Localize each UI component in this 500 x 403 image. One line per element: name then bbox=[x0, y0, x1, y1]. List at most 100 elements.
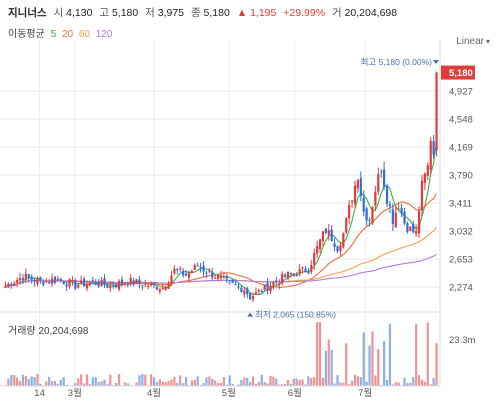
candle-body bbox=[222, 276, 226, 278]
volume-bar bbox=[211, 378, 214, 386]
volume-bar bbox=[281, 384, 284, 386]
volume-bar bbox=[377, 349, 380, 386]
volume-bar bbox=[27, 379, 30, 386]
volume-bar bbox=[432, 378, 435, 386]
volume-bar bbox=[301, 379, 304, 386]
candle-body bbox=[278, 283, 281, 285]
volume-bar bbox=[356, 376, 360, 386]
volume-bar bbox=[246, 377, 249, 386]
volume-bar bbox=[164, 381, 167, 386]
volume-bar bbox=[403, 377, 406, 386]
candle-body bbox=[356, 180, 360, 189]
volume-bar bbox=[243, 377, 246, 386]
volume-bar bbox=[202, 383, 205, 386]
volume-bar bbox=[304, 384, 307, 386]
volume-bar bbox=[423, 381, 426, 386]
candle-body bbox=[158, 289, 161, 292]
y-tick-label: 4,169 bbox=[449, 143, 473, 154]
candle-body bbox=[318, 239, 322, 250]
volume-bar bbox=[103, 379, 106, 386]
candle-body bbox=[228, 280, 231, 282]
volume-bar bbox=[190, 380, 193, 386]
change-percent: +29.99% bbox=[283, 7, 326, 19]
candle-body bbox=[100, 279, 103, 287]
candle-body bbox=[263, 284, 266, 290]
candle-body bbox=[435, 72, 438, 151]
volume-bar bbox=[21, 374, 25, 386]
candle-body bbox=[423, 173, 426, 184]
candle-body bbox=[243, 290, 246, 295]
candle-body bbox=[202, 265, 205, 272]
volume-bar bbox=[205, 377, 208, 386]
volume-bar bbox=[80, 374, 83, 386]
volume-bar bbox=[313, 377, 316, 386]
candle-body bbox=[77, 285, 80, 288]
volume-bar bbox=[339, 382, 342, 386]
volume-bar bbox=[135, 382, 138, 386]
high-label: 고 bbox=[99, 7, 110, 19]
volume-bar bbox=[7, 378, 10, 386]
candle-body bbox=[397, 208, 400, 210]
volume-bar bbox=[182, 383, 185, 386]
volume-bar bbox=[82, 383, 86, 386]
volume-bar bbox=[333, 383, 336, 386]
volume-bar bbox=[100, 381, 103, 386]
candle-body bbox=[283, 274, 287, 277]
volume-bar bbox=[429, 384, 432, 386]
volume-bar bbox=[374, 375, 377, 386]
candle-body bbox=[48, 282, 51, 284]
volume-bar bbox=[196, 376, 199, 386]
volume-bar bbox=[94, 377, 97, 386]
candle-body bbox=[173, 268, 176, 274]
volume-bar bbox=[275, 378, 278, 386]
volume-bar bbox=[327, 339, 330, 386]
candle-body bbox=[190, 271, 193, 274]
candle-body bbox=[342, 233, 345, 248]
candle-body bbox=[321, 231, 325, 241]
volume-bar bbox=[412, 377, 415, 386]
volume-bar bbox=[420, 379, 424, 386]
volume-bar bbox=[251, 376, 255, 386]
y-tick-label: 2,274 bbox=[449, 283, 473, 294]
candle-body bbox=[21, 277, 25, 280]
volume-bar bbox=[324, 350, 327, 386]
volume-legend: 거래량 20,204,698 bbox=[8, 322, 88, 337]
candle-body bbox=[4, 286, 7, 288]
volume-bar bbox=[48, 376, 51, 386]
low-value: 3,975 bbox=[157, 7, 185, 19]
candle-body bbox=[167, 282, 170, 289]
last-price-tag bbox=[441, 65, 475, 80]
candle-body bbox=[412, 223, 415, 233]
candle-body bbox=[214, 278, 217, 280]
volume-bar bbox=[97, 381, 100, 386]
x-tick-label: 4월 bbox=[147, 387, 161, 399]
candle-body bbox=[365, 208, 368, 221]
volume-bar bbox=[59, 379, 62, 386]
candle-body bbox=[10, 284, 13, 287]
candle-body bbox=[380, 171, 383, 173]
candle-body bbox=[88, 282, 92, 286]
stock-name: 지니너스 bbox=[8, 7, 47, 19]
candle-body bbox=[246, 288, 249, 295]
candle-body bbox=[307, 271, 310, 274]
volume-bar bbox=[415, 324, 418, 386]
volume-bar bbox=[158, 379, 161, 386]
y-tick-label: 4,927 bbox=[449, 87, 473, 98]
volume-bar bbox=[383, 341, 386, 386]
candle-body bbox=[196, 265, 199, 267]
candle-body bbox=[281, 273, 284, 284]
ma-120-label: 120 bbox=[95, 29, 113, 40]
candles bbox=[4, 71, 438, 303]
scale-dropdown[interactable]: Linear ▾ bbox=[456, 36, 490, 47]
volume-bar bbox=[359, 377, 362, 386]
volume-bar bbox=[176, 382, 179, 386]
candle-body bbox=[147, 285, 150, 287]
volume-bar bbox=[371, 331, 374, 386]
change-value: 1,195 bbox=[250, 7, 277, 19]
volume-bar bbox=[106, 384, 109, 386]
candle-body bbox=[56, 278, 59, 281]
candle-body bbox=[94, 281, 97, 285]
volume-bar bbox=[141, 373, 144, 386]
candle-body bbox=[345, 217, 348, 233]
